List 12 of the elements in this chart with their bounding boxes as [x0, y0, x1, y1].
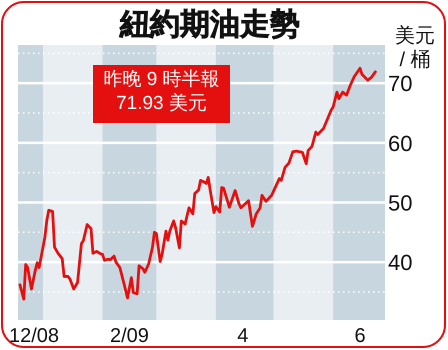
x-tick-label: 2/09 [110, 325, 149, 347]
y-tick-label: 70 [388, 71, 412, 96]
x-tick-label: 12/08 [8, 325, 60, 347]
x-tick-label: 4 [237, 325, 248, 347]
y-tick-label: 50 [388, 190, 412, 216]
line-series [18, 66, 377, 301]
chart-title: 紐約期油走勢 [119, 8, 300, 41]
x-tick-label: 6 [354, 325, 366, 347]
y-tick-label: 40 [388, 250, 412, 276]
annotation: 昨晚 9 時半報 71.93 美元 [103, 69, 220, 114]
y-tick-label: 60 [388, 130, 412, 156]
y-axis-title: 美元 / 桶 [395, 24, 435, 71]
